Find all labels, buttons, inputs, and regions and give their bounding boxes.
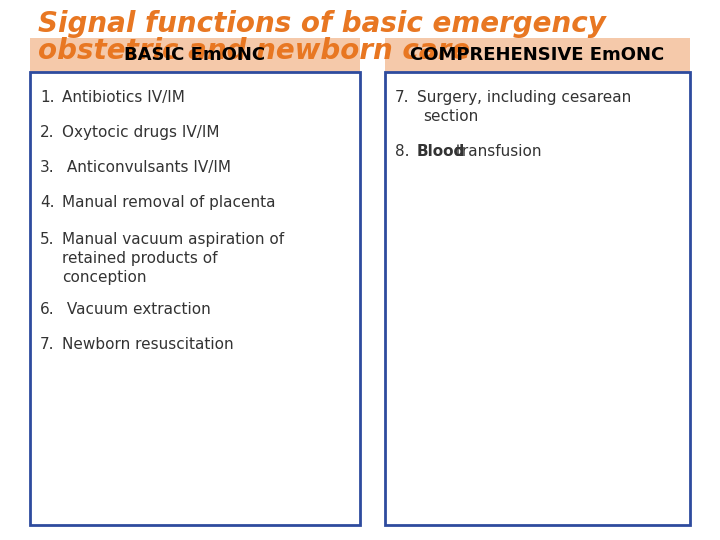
Text: Newborn resuscitation: Newborn resuscitation xyxy=(62,337,233,352)
Text: Manual vacuum aspiration of: Manual vacuum aspiration of xyxy=(62,232,284,247)
Text: section: section xyxy=(423,109,478,124)
Text: 1.: 1. xyxy=(40,90,55,105)
FancyBboxPatch shape xyxy=(385,38,690,72)
Text: Vacuum extraction: Vacuum extraction xyxy=(62,302,211,317)
Text: 7.: 7. xyxy=(40,337,55,352)
Text: Oxytocic drugs IV/IM: Oxytocic drugs IV/IM xyxy=(62,125,220,140)
Text: 4.: 4. xyxy=(40,195,55,210)
Text: obstetric and newborn care: obstetric and newborn care xyxy=(38,37,470,65)
Text: 6.: 6. xyxy=(40,302,55,317)
Text: 5.: 5. xyxy=(40,232,55,247)
Text: retained products of: retained products of xyxy=(62,251,217,266)
Text: transfusion: transfusion xyxy=(451,144,541,159)
Text: 3.: 3. xyxy=(40,160,55,175)
Text: 2.: 2. xyxy=(40,125,55,140)
Text: conception: conception xyxy=(62,270,146,285)
FancyBboxPatch shape xyxy=(30,38,360,72)
Text: COMPREHENSIVE EmONC: COMPREHENSIVE EmONC xyxy=(410,46,665,64)
Text: Blood: Blood xyxy=(417,144,465,159)
FancyBboxPatch shape xyxy=(30,72,360,525)
Text: 8.: 8. xyxy=(395,144,410,159)
Text: Manual removal of placenta: Manual removal of placenta xyxy=(62,195,276,210)
Text: Anticonvulsants IV/IM: Anticonvulsants IV/IM xyxy=(62,160,231,175)
FancyBboxPatch shape xyxy=(385,72,690,525)
Text: 7.: 7. xyxy=(395,90,410,105)
Text: Surgery, including cesarean: Surgery, including cesarean xyxy=(417,90,631,105)
Text: Antibiotics IV/IM: Antibiotics IV/IM xyxy=(62,90,185,105)
Text: BASIC EmONC: BASIC EmONC xyxy=(125,46,266,64)
Text: Signal functions of basic emergency: Signal functions of basic emergency xyxy=(38,10,606,38)
